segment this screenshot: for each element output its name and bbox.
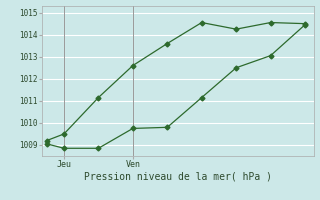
X-axis label: Pression niveau de la mer( hPa ): Pression niveau de la mer( hPa )	[84, 172, 272, 182]
